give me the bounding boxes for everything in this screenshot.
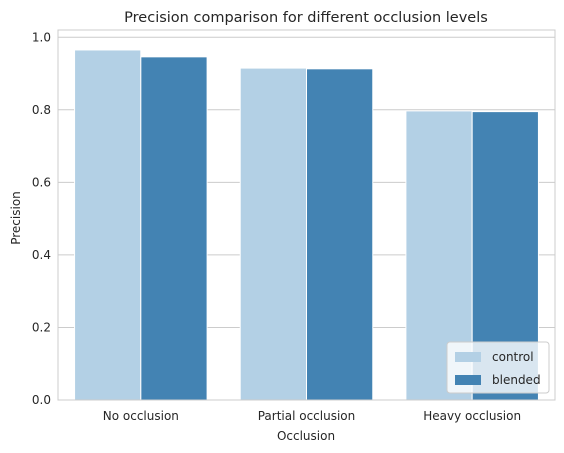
chart-title: Precision comparison for different occlu… <box>124 10 488 26</box>
bar-blended <box>140 56 208 401</box>
x-tick-label: No occlusion <box>103 409 179 423</box>
tick-labels: 0.0 0.2 0.4 0.6 0.8 1.0 No occlusion Partial oc… <box>32 30 521 423</box>
x-tick-label: Heavy occlusion <box>423 409 521 423</box>
legend-label-blended: blended <box>492 373 541 387</box>
plot-frame <box>57 29 556 401</box>
legend-swatch-blended <box>455 375 481 385</box>
y-axis-label: Precision <box>9 191 23 245</box>
legend-label-control: control <box>492 350 534 364</box>
y-tick-label: 0.8 <box>32 103 51 117</box>
y-tick-label: 0.4 <box>32 248 51 262</box>
y-tick-label: 0.2 <box>32 320 51 334</box>
plot-border <box>57 29 556 401</box>
y-tick-label: 0.6 <box>32 175 51 189</box>
legend: control blended <box>446 341 550 394</box>
x-tick-label: Partial occlusion <box>258 409 356 423</box>
bar-control <box>239 67 308 401</box>
bar-control <box>74 49 142 401</box>
legend-swatch-control <box>455 352 481 362</box>
bar-blended <box>306 68 374 401</box>
y-tick-label: 1.0 <box>32 30 51 44</box>
y-tick-label: 0.0 <box>32 393 51 407</box>
x-axis-label: Occlusion <box>277 429 335 443</box>
